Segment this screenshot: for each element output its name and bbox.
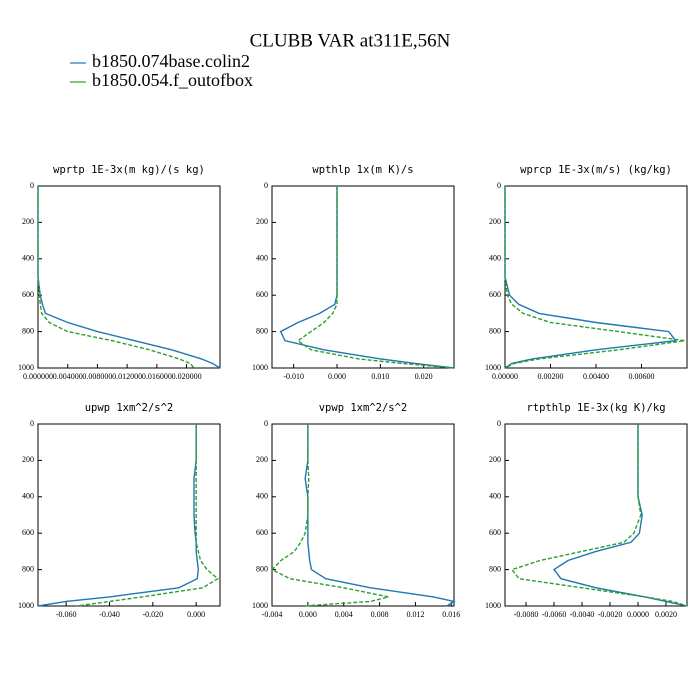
y-tick-label: 0: [497, 419, 501, 428]
y-tick-label: 800: [22, 564, 34, 573]
y-tick-label: 200: [489, 217, 501, 226]
x-tick-label: -0.0060: [542, 610, 567, 619]
y-tick-label: 1000: [485, 601, 501, 610]
profile-line: [37, 186, 195, 369]
profile-line: [37, 424, 200, 607]
x-tick-label: 0.000: [187, 610, 205, 619]
x-tick-label: -0.060: [56, 610, 77, 619]
y-tick-label: 400: [22, 492, 34, 501]
x-tick-label: 0.000: [328, 372, 346, 381]
legend-label: b1850.074base.colin2: [92, 51, 250, 71]
x-tick-label: 0.0000: [627, 610, 649, 619]
panel-title: vpwp 1xm^2/s^2: [319, 402, 408, 414]
y-tick-label: 400: [256, 254, 268, 263]
y-tick-label: 800: [489, 564, 501, 573]
y-tick-label: 0: [497, 181, 501, 190]
y-tick-label: 200: [489, 455, 501, 464]
y-tick-label: 1000: [485, 363, 501, 372]
y-tick-label: 0: [30, 419, 34, 428]
y-tick-label: 600: [256, 528, 268, 537]
y-tick-label: 1000: [252, 363, 268, 372]
x-tick-label: 0.010: [371, 372, 389, 381]
y-tick-label: 0: [264, 419, 268, 428]
panel-title: wprtp 1E-3x(m kg)/(s kg): [53, 164, 205, 176]
x-tick-label: -0.040: [99, 610, 120, 619]
y-tick-label: 600: [489, 528, 501, 537]
panel-title: wprcp 1E-3x(m/s) (kg/kg): [520, 164, 672, 176]
y-tick-label: 200: [256, 217, 268, 226]
y-tick-label: 0: [30, 181, 34, 190]
x-tick-label: 0.000: [299, 610, 317, 619]
x-tick-label: -0.010: [283, 372, 304, 381]
x-tick-label: 0.020: [415, 372, 433, 381]
y-tick-label: 400: [256, 492, 268, 501]
x-tick-label: 0.00600: [629, 372, 655, 381]
profile-line: [504, 186, 685, 369]
x-tick-label: -0.0080: [514, 610, 539, 619]
profile-line: [510, 424, 688, 607]
y-tick-label: 800: [256, 326, 268, 335]
x-tick-label: 0.000000: [23, 372, 53, 381]
x-tick-label: 0.012: [406, 610, 424, 619]
y-tick-label: 800: [22, 326, 34, 335]
x-tick-label: 0.020000: [172, 372, 202, 381]
figure-title: CLUBB VAR at311E,56N: [250, 30, 451, 51]
profile-line: [296, 186, 455, 369]
x-tick-label: 0.004: [335, 610, 353, 619]
y-tick-label: 800: [489, 326, 501, 335]
profile-line: [270, 424, 389, 607]
x-tick-label: 0.004000: [53, 372, 83, 381]
x-tick-label: -0.020: [142, 610, 163, 619]
plot-frame: [271, 423, 455, 607]
panel-title: rtpthlp 1E-3x(kg K)/kg: [526, 402, 665, 414]
plot-frame: [271, 185, 455, 369]
x-tick-label: 0.0020: [655, 610, 677, 619]
y-tick-label: 400: [489, 492, 501, 501]
plot-frame: [504, 423, 688, 607]
x-tick-label: -0.0020: [598, 610, 623, 619]
y-tick-label: 600: [22, 290, 34, 299]
panel-title: upwp 1xm^2/s^2: [85, 402, 174, 414]
y-tick-label: 1000: [18, 601, 34, 610]
y-tick-label: 800: [256, 564, 268, 573]
y-tick-label: 200: [22, 217, 34, 226]
legend-label: b1850.054.f_outofbox: [92, 70, 253, 90]
x-tick-label: 0.00000: [492, 372, 518, 381]
x-tick-label: 0.008: [371, 610, 389, 619]
y-tick-label: 400: [489, 254, 501, 263]
y-tick-label: 600: [256, 290, 268, 299]
plot-frame: [37, 423, 221, 607]
profile-line: [76, 424, 220, 607]
y-tick-label: 600: [489, 290, 501, 299]
y-tick-label: 200: [22, 455, 34, 464]
x-tick-label: 0.016000: [142, 372, 172, 381]
x-tick-label: -0.0040: [570, 610, 595, 619]
y-tick-label: 400: [22, 254, 34, 263]
x-tick-label: 0.00400: [583, 372, 609, 381]
y-tick-label: 0: [264, 181, 268, 190]
y-tick-label: 1000: [18, 363, 34, 372]
x-tick-label: 0.012000: [112, 372, 142, 381]
y-tick-label: 200: [256, 455, 268, 464]
y-tick-label: 1000: [252, 601, 268, 610]
panel-title: wpthlp 1x(m K)/s: [312, 164, 413, 176]
x-tick-label: 0.016: [442, 610, 460, 619]
x-tick-label: -0.004: [262, 610, 283, 619]
profile-line: [304, 424, 456, 607]
y-tick-label: 600: [22, 528, 34, 537]
x-tick-label: 0.008000: [82, 372, 112, 381]
x-tick-label: 0.00200: [538, 372, 564, 381]
